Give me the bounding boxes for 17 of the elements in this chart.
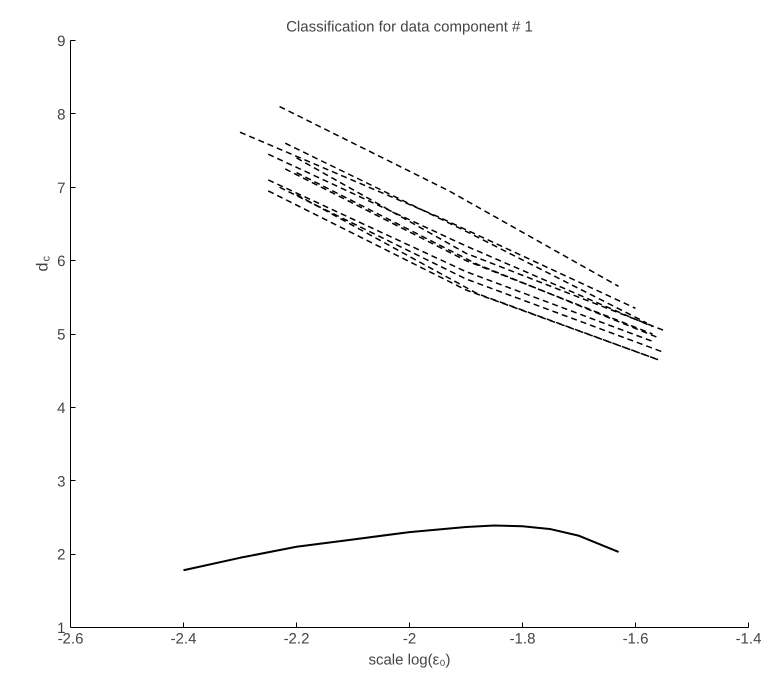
y-tick-label: 5 (57, 326, 66, 344)
y-tick-label: 3 (57, 473, 66, 490)
y-tick-label: 2 (57, 546, 66, 564)
y-tick-label: 7 (57, 180, 66, 197)
y-tick-label: 8 (57, 106, 66, 124)
y-tick-label: 9 (57, 33, 66, 50)
x-tick-label: -2.2 (284, 630, 310, 648)
chart-title: Classification for data component # 1 (286, 18, 533, 36)
x-tick-label: -1.6 (622, 630, 648, 648)
x-tick-label: -2.4 (170, 630, 196, 648)
x-tick-label: -1.4 (736, 630, 762, 648)
x-axis-title: scale log(ε₀) (368, 652, 451, 668)
x-tick-label: -2 (402, 630, 416, 648)
y-axis-title: dc (34, 256, 52, 272)
y-tick-label: 6 (57, 253, 66, 270)
x-tick-label: -1.8 (510, 630, 536, 648)
y-tick-label: 4 (57, 400, 66, 417)
